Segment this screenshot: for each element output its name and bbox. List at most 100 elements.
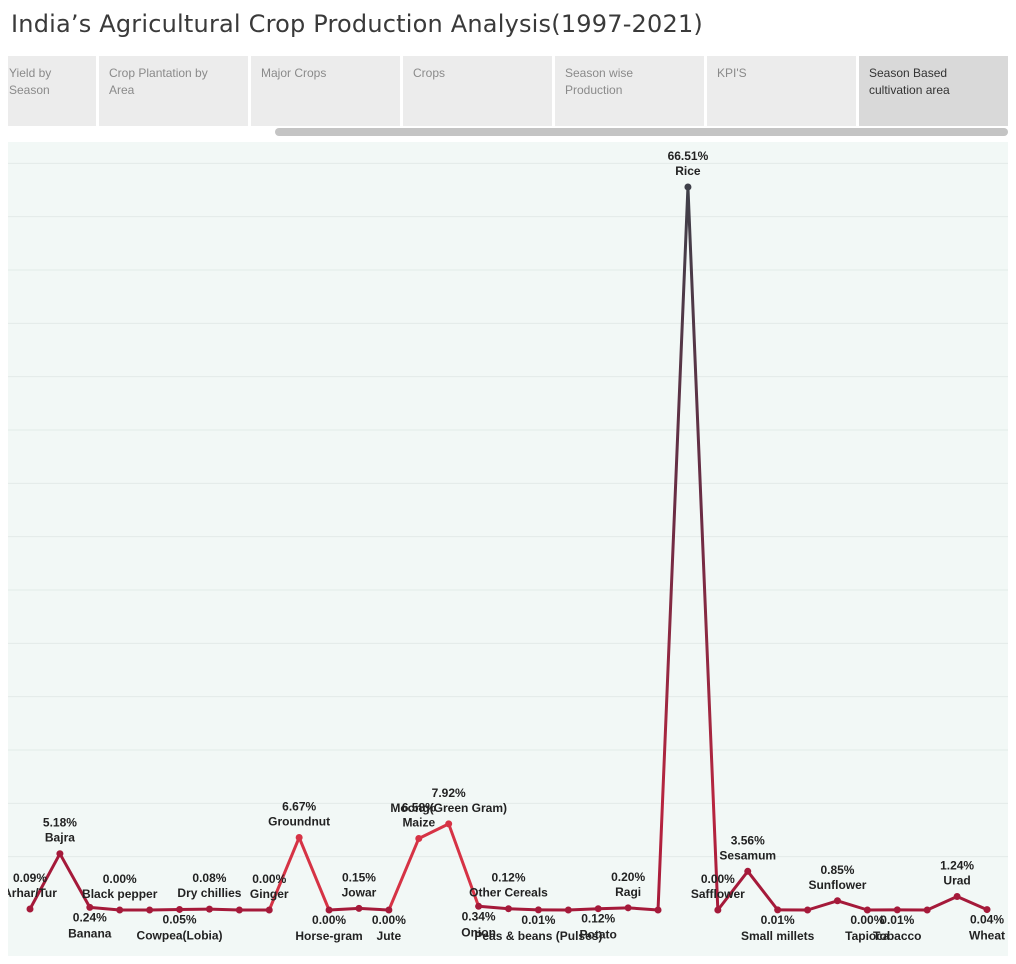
- data-point[interactable]: [265, 906, 273, 914]
- data-label-value: 6.67%: [282, 799, 316, 813]
- data-label-crop: Sunflower: [808, 878, 866, 892]
- tab-season-based-cultivation-area[interactable]: Season Based cultivation area: [859, 56, 1008, 126]
- data-label-crop: Cowpea(Lobia): [137, 928, 223, 942]
- tab-label: Season Based cultivation area: [869, 66, 950, 97]
- data-point[interactable]: [415, 834, 423, 842]
- data-label-crop: Jute: [377, 929, 402, 943]
- data-point[interactable]: [594, 905, 602, 913]
- data-point[interactable]: [534, 906, 542, 914]
- tab-crop-plantation-by-area[interactable]: Crop Plantation by Area: [99, 56, 251, 126]
- data-label-crop: Safflower: [691, 887, 745, 901]
- data-label-crop: Arhar/Tur: [8, 886, 57, 900]
- data-label-crop: Ginger: [250, 887, 289, 901]
- data-label-value: 0.00%: [103, 872, 137, 886]
- tab-label: Crop Plantation by Area: [109, 66, 208, 97]
- line-segment: [88, 905, 122, 912]
- data-point[interactable]: [505, 905, 512, 913]
- data-point[interactable]: [205, 905, 213, 913]
- tab-major-crops[interactable]: Major Crops: [251, 56, 403, 126]
- data-label-value: 0.85%: [820, 863, 854, 877]
- line-segment: [417, 822, 451, 840]
- tab-kpis[interactable]: KPI'S: [707, 56, 859, 126]
- data-label-value: 66.51%: [668, 149, 709, 163]
- data-label-crop: Tapioca: [845, 929, 890, 943]
- data-point[interactable]: [445, 820, 453, 828]
- data-labels: 0.09%Arhar/Tur 5.18%Bajra 0.24% Banana 0.00%…: [8, 149, 1005, 943]
- data-label-crop: Wheat: [969, 929, 1005, 943]
- line-segment: [357, 906, 391, 912]
- data-label-value: 0.04%: [970, 913, 1004, 927]
- data-point[interactable]: [654, 906, 662, 914]
- data-point[interactable]: [564, 906, 572, 914]
- data-point[interactable]: [804, 906, 812, 914]
- data-label-value: 0.12%: [491, 871, 525, 885]
- data-label-value: 0.00%: [701, 872, 735, 886]
- data-label-crop: Horse-gram: [295, 929, 362, 943]
- tab-crops[interactable]: Crops: [403, 56, 555, 126]
- data-label-crop: Dry chillies: [177, 886, 241, 900]
- data-point[interactable]: [235, 906, 243, 914]
- data-label-crop: Black pepper: [82, 887, 158, 901]
- page-title: India’s Agricultural Crop Production Ana…: [11, 10, 704, 38]
- line-segment: [925, 895, 959, 912]
- data-point[interactable]: [953, 893, 961, 901]
- data-label-value: 0.20%: [611, 870, 645, 884]
- line-segment: [477, 904, 510, 911]
- tab-yield-by-season[interactable]: Yield by Season: [8, 56, 99, 126]
- data-point[interactable]: [295, 833, 303, 841]
- data-label-crop: Maize: [402, 815, 435, 829]
- data-point[interactable]: [714, 906, 722, 914]
- data-point[interactable]: [893, 906, 901, 914]
- line-segment: [955, 895, 989, 912]
- data-point[interactable]: [833, 897, 841, 905]
- data-point[interactable]: [146, 906, 154, 914]
- series-line: [28, 185, 989, 912]
- line-segment: [626, 906, 660, 912]
- data-label-value: 0.15%: [342, 870, 376, 884]
- data-point[interactable]: [744, 867, 752, 875]
- tab-bar: Yield by Season Crop Plantation by Area …: [8, 56, 1008, 126]
- data-point[interactable]: [116, 906, 124, 914]
- data-label-crop: Ragi: [615, 885, 641, 899]
- line-segment: [447, 822, 481, 908]
- tab-label: Yield by Season: [9, 66, 52, 97]
- tab-label: Major Crops: [261, 66, 327, 80]
- line-segment: [28, 852, 62, 911]
- gridlines: [8, 162, 1008, 858]
- data-point[interactable]: [863, 906, 871, 914]
- tab-scrollbar[interactable]: [8, 128, 1008, 136]
- data-point[interactable]: [475, 902, 483, 910]
- line-segment: [327, 906, 361, 912]
- data-label-value: 0.00%: [372, 913, 406, 927]
- tab-season-wise-production[interactable]: Season wise Production: [555, 56, 707, 126]
- data-point[interactable]: [923, 906, 931, 914]
- data-point[interactable]: [684, 183, 692, 191]
- line-segment: [267, 835, 301, 912]
- data-point[interactable]: [26, 905, 34, 913]
- data-point[interactable]: [774, 906, 782, 914]
- data-label-crop: Potato: [580, 928, 617, 942]
- data-label-crop: Bajra: [45, 831, 75, 845]
- data-point[interactable]: [176, 905, 184, 913]
- line-segment: [746, 869, 780, 912]
- data-point[interactable]: [86, 903, 94, 911]
- data-point[interactable]: [56, 850, 64, 858]
- line-segment: [507, 907, 540, 912]
- data-label-crop: Tobacco: [873, 929, 921, 943]
- line-segment: [686, 185, 720, 912]
- line-segment: [596, 906, 630, 911]
- data-label-crop: Jowar: [342, 885, 377, 899]
- chart-area: 0.09% Arhar/Tur 5.18% Bajra 0.24% Banana 0.00%…: [8, 142, 1008, 956]
- scrollbar-thumb[interactable]: [275, 128, 1008, 136]
- data-point[interactable]: [385, 906, 393, 914]
- line-chart: 0.09%Arhar/Tur 5.18%Bajra 0.24% Banana 0.00%…: [8, 149, 1008, 943]
- data-point[interactable]: [624, 904, 632, 912]
- data-label-value: 0.01%: [880, 913, 914, 927]
- data-point[interactable]: [983, 906, 991, 914]
- data-point[interactable]: [325, 906, 333, 914]
- data-point[interactable]: [355, 904, 363, 912]
- data-label-value: 0.01%: [761, 913, 795, 927]
- data-label-value: 0.09%: [13, 871, 47, 885]
- data-label-value: 0.01%: [521, 913, 555, 927]
- line-segment: [656, 185, 690, 912]
